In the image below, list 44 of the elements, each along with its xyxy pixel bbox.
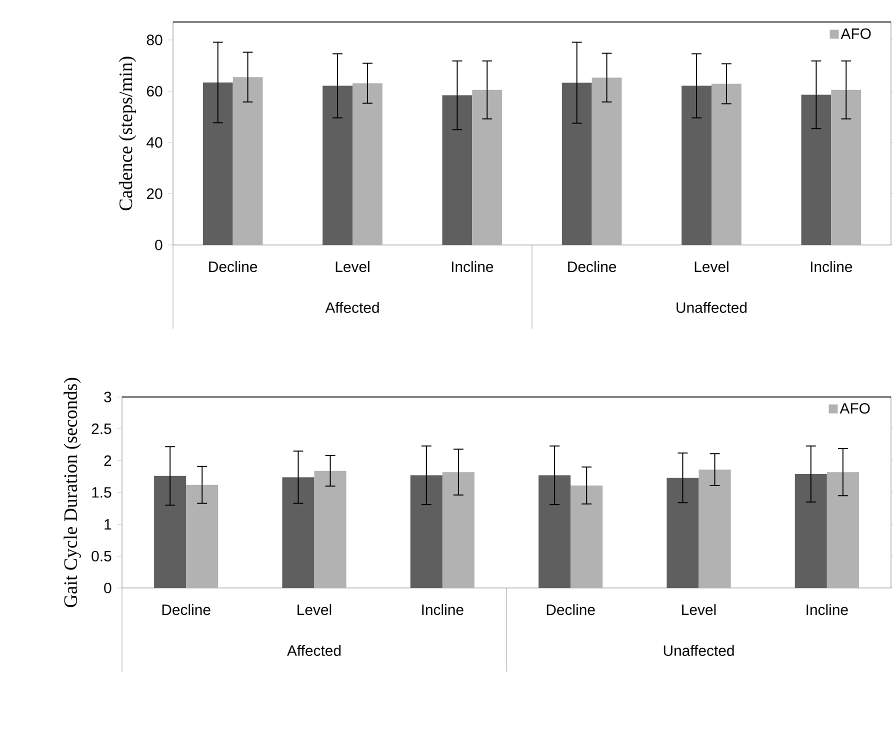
bar	[570, 485, 603, 588]
x-tick-label: Incline	[806, 604, 848, 616]
y-tick-label: 0	[104, 582, 112, 594]
y-tick-label: 1.5	[92, 487, 112, 498]
y-axis-title: Cadence (steps/min)	[118, 56, 136, 210]
y-tick-label: 1	[104, 519, 112, 530]
y-tick-label: 20	[146, 188, 162, 200]
bar	[352, 83, 382, 245]
x-tick-label: Decline	[162, 604, 210, 616]
x-tick-label: Incline	[452, 261, 494, 272]
x-tick-label: Level	[298, 604, 332, 616]
legend-label: AFO	[840, 28, 871, 39]
y-axis-title: Gait Cycle Duration (seconds)	[64, 378, 81, 608]
x-tick-label: Level	[694, 261, 728, 272]
text: Unaffected	[664, 644, 734, 656]
text: Affected	[325, 302, 379, 313]
x-tick-label: Decline	[546, 604, 595, 616]
x-tick-label: Incline	[422, 604, 464, 616]
bar	[472, 90, 502, 245]
bar	[232, 77, 263, 245]
y-tick-label: 3	[104, 392, 112, 402]
y-tick-label: 0	[155, 240, 162, 250]
y-tick-label: 60	[146, 86, 162, 96]
x-tick-label: Level	[336, 261, 370, 272]
y-tick-label: 80	[146, 34, 162, 46]
x-tick-label: Decline	[209, 261, 258, 272]
y-tick-label: 2	[104, 455, 112, 466]
text: Affected	[287, 644, 341, 656]
bar	[698, 470, 731, 588]
x-tick-label: Level	[682, 604, 716, 616]
bar	[442, 472, 474, 588]
bar	[712, 84, 742, 245]
text: Unaffected	[676, 302, 747, 313]
x-tick-label: Decline	[568, 261, 616, 272]
y-tick-label: 2.5	[92, 424, 112, 434]
bar	[831, 90, 862, 245]
y-tick-label: 40	[146, 137, 162, 148]
bar	[314, 470, 346, 588]
x-tick-label: Incline	[810, 261, 852, 272]
bar	[186, 484, 218, 588]
bar	[826, 472, 859, 588]
bar	[592, 78, 622, 245]
legend-label: AFO	[840, 403, 870, 414]
y-tick-label: 0.5	[92, 550, 112, 562]
